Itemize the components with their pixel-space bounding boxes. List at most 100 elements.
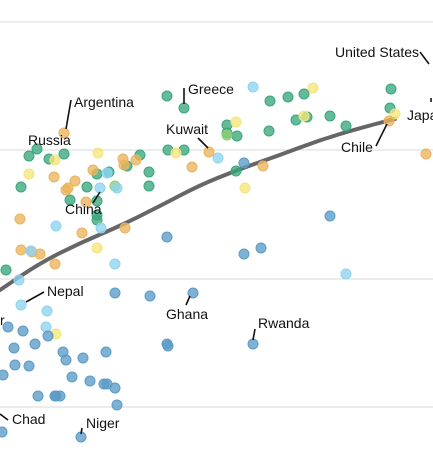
data-point bbox=[91, 242, 103, 254]
data-point bbox=[66, 371, 78, 383]
data-point bbox=[15, 299, 27, 311]
leader-line bbox=[252, 328, 256, 341]
data-point bbox=[307, 82, 319, 94]
country-label: Rwanda bbox=[258, 315, 310, 331]
country-label: Chile bbox=[341, 139, 373, 155]
country-label: Japan bbox=[407, 107, 433, 123]
data-point bbox=[264, 95, 276, 107]
data-point bbox=[49, 154, 61, 166]
data-point bbox=[340, 120, 352, 132]
leader-line bbox=[65, 99, 72, 130]
data-point bbox=[221, 129, 233, 141]
data-point bbox=[161, 90, 173, 102]
data-point bbox=[389, 108, 401, 120]
country-label: Russia bbox=[28, 132, 71, 148]
data-point bbox=[383, 115, 395, 127]
data-point bbox=[282, 91, 294, 103]
data-point bbox=[31, 143, 43, 155]
data-point bbox=[34, 248, 46, 260]
data-point bbox=[101, 167, 113, 179]
country-label: Argentina bbox=[74, 94, 134, 110]
data-point bbox=[48, 171, 60, 183]
data-point bbox=[50, 220, 62, 232]
data-point bbox=[41, 305, 53, 317]
data-point bbox=[49, 258, 61, 270]
data-point bbox=[109, 287, 121, 299]
data-point bbox=[161, 338, 173, 350]
data-point bbox=[130, 154, 142, 166]
data-point bbox=[84, 375, 96, 387]
data-point bbox=[230, 116, 242, 128]
leader-line bbox=[375, 123, 388, 147]
data-point bbox=[13, 274, 25, 286]
data-point bbox=[109, 382, 121, 394]
data-point bbox=[0, 426, 8, 438]
leader-line bbox=[197, 137, 209, 149]
data-point bbox=[98, 378, 110, 390]
data-point bbox=[111, 399, 123, 411]
data-point bbox=[257, 160, 269, 172]
data-point bbox=[17, 325, 29, 337]
leader-line bbox=[25, 291, 45, 303]
leader-line bbox=[92, 191, 101, 204]
country-label: Kuwait bbox=[166, 121, 208, 137]
data-point bbox=[14, 213, 26, 225]
data-point bbox=[170, 147, 182, 159]
data-point bbox=[80, 196, 92, 208]
data-point bbox=[230, 165, 242, 177]
trendline-layer bbox=[0, 117, 397, 292]
data-point bbox=[69, 175, 81, 187]
country-label: United States bbox=[335, 44, 419, 60]
data-point bbox=[187, 287, 199, 299]
data-point bbox=[58, 148, 70, 160]
data-point bbox=[58, 127, 70, 139]
data-point bbox=[23, 360, 35, 372]
data-point bbox=[212, 152, 224, 164]
data-point bbox=[238, 157, 250, 169]
data-points bbox=[0, 81, 432, 443]
data-point bbox=[119, 222, 131, 234]
data-point bbox=[62, 182, 74, 194]
data-point bbox=[81, 181, 93, 193]
data-point bbox=[263, 125, 275, 137]
data-point bbox=[60, 354, 72, 366]
data-point bbox=[143, 180, 155, 192]
data-point bbox=[29, 338, 41, 350]
country-labels: Argentina Russia Greece Kuwait United States… bbox=[0, 44, 433, 435]
data-point bbox=[76, 227, 88, 239]
data-point bbox=[324, 110, 336, 122]
data-point bbox=[186, 161, 198, 173]
data-point bbox=[94, 182, 106, 194]
data-point bbox=[92, 147, 104, 159]
data-point bbox=[324, 210, 336, 222]
data-point bbox=[144, 290, 156, 302]
data-point bbox=[118, 159, 130, 171]
data-point bbox=[23, 168, 35, 180]
leader-line bbox=[0, 413, 9, 421]
data-point bbox=[385, 83, 397, 95]
data-point bbox=[298, 88, 310, 100]
data-point bbox=[32, 390, 44, 402]
data-point bbox=[239, 182, 251, 194]
country-label: Nepal bbox=[47, 283, 84, 299]
data-point bbox=[95, 222, 107, 234]
leader-line bbox=[185, 295, 191, 306]
data-point bbox=[42, 330, 54, 342]
data-point bbox=[25, 245, 37, 257]
data-point bbox=[2, 321, 14, 333]
data-point bbox=[100, 346, 112, 358]
country-label: China bbox=[65, 201, 102, 217]
data-point bbox=[247, 81, 259, 93]
country-label: Niger bbox=[86, 415, 120, 431]
data-point bbox=[87, 164, 99, 176]
data-point bbox=[0, 264, 12, 276]
country-label: Chad bbox=[12, 411, 45, 427]
data-point bbox=[49, 390, 61, 402]
data-point bbox=[143, 166, 155, 178]
data-point bbox=[15, 244, 27, 256]
data-point bbox=[161, 231, 173, 243]
country-label: Greece bbox=[188, 81, 234, 97]
data-point bbox=[77, 352, 89, 364]
country-label: r bbox=[0, 312, 5, 328]
